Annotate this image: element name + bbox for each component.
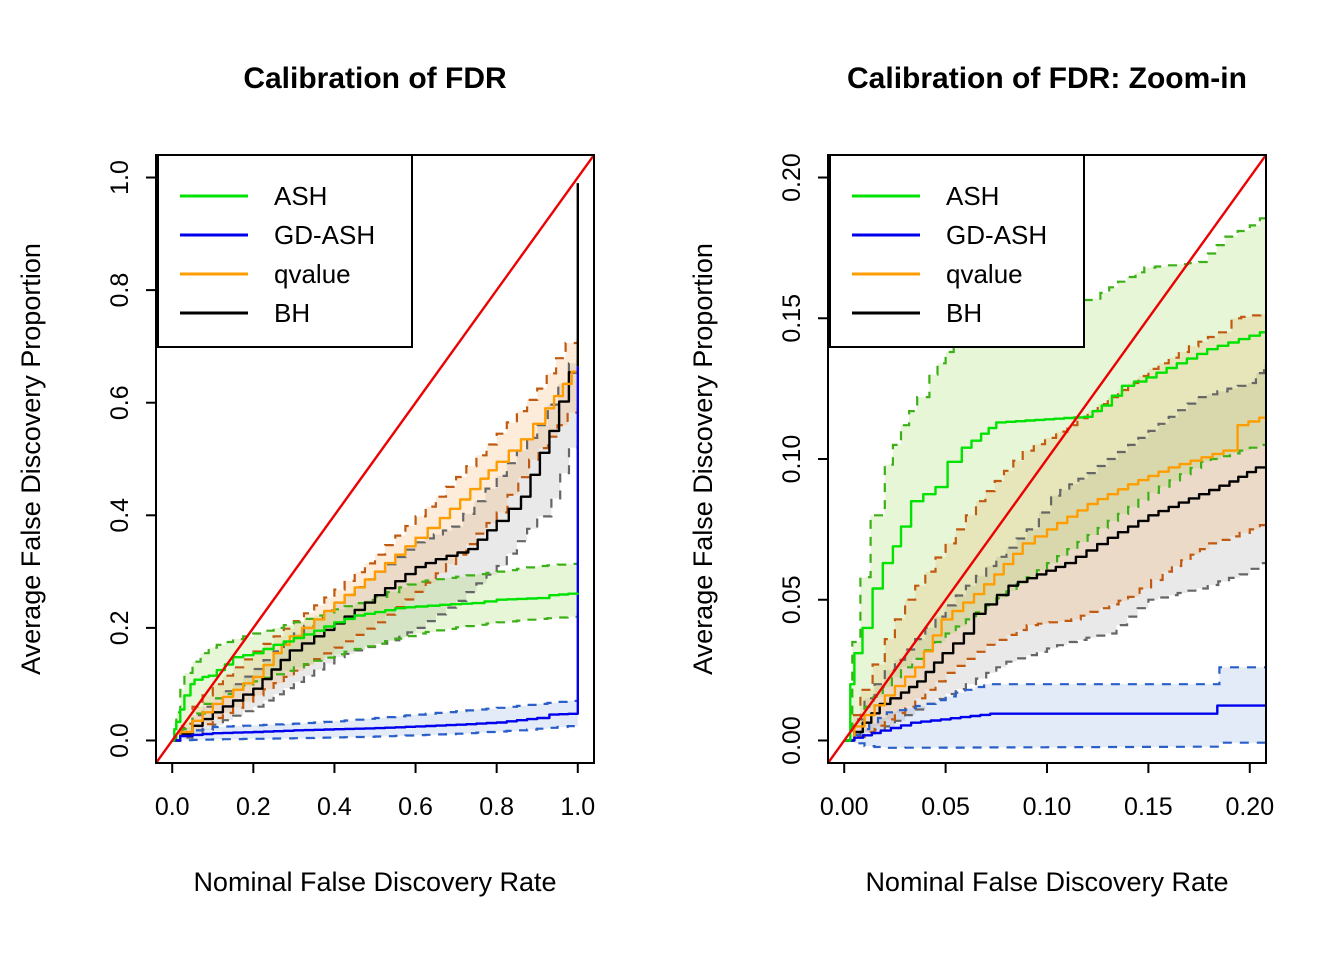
x-axis-title: Nominal False Discovery Rate [193, 867, 556, 897]
bh-upper-ci-line [172, 359, 579, 742]
x-tick-label: 0.4 [317, 793, 352, 821]
x-tick-label: 0.8 [479, 793, 514, 821]
y-tick-label: 0.05 [778, 575, 806, 624]
legend-box [157, 154, 413, 348]
y-tick-label: 0.6 [106, 385, 134, 420]
gdash-lower-ci-line [172, 725, 579, 742]
ash-mean-line [844, 331, 1266, 742]
y-axis-title: Average False Discovery Proportion [16, 243, 46, 675]
qvalue-confidence-band [172, 338, 578, 741]
qvalue-lower-ci-line [844, 524, 1266, 742]
bh-lower-ci-line [844, 562, 1266, 742]
legend-label-gdash: GD-ASH [946, 220, 1047, 250]
legend-label-qvalue: qvalue [274, 259, 351, 289]
ash-confidence-band [844, 218, 1266, 741]
legend-label-gdash: GD-ASH [274, 220, 375, 250]
qvalue-upper-ci-line [844, 312, 1266, 742]
panel-calibration-fdr: 0.0 0.2 0.4 0.6 0.8 1.0 0.0 0.2 0.4 0.6 0.8 1.0 Cali… [16, 62, 595, 897]
ash-mean-line [172, 592, 579, 742]
y-tick-label: 0.00 [778, 716, 806, 765]
gdash-confidence-band [844, 667, 1266, 748]
qvalue-mean-line [172, 366, 579, 742]
chart-calibration-fdr: 0.0 0.2 0.4 0.6 0.8 1.0 0.0 0.2 0.4 0.6 0.8 1.0 Cali… [16, 62, 595, 897]
qvalue-lower-ci-line [172, 399, 579, 742]
gdash-mean-line [172, 366, 579, 742]
gdash-upper-ci-line [172, 699, 579, 742]
diagonal-reference-line [156, 155, 594, 763]
gdash-mean-line [844, 704, 1266, 742]
legend-label-ash: ASH [274, 181, 327, 211]
y-axis-title: Average False Discovery Proportion [688, 243, 718, 675]
legend-label-bh: BH [274, 298, 310, 328]
y-tick-label: 0.15 [778, 294, 806, 343]
diagonal-reference-line [828, 155, 1266, 763]
x-tick-label: 0.20 [1225, 793, 1274, 821]
y-tick-label: 0.8 [106, 273, 134, 308]
x-tick-label: 0.10 [1023, 793, 1072, 821]
x-tick-label: 0.6 [398, 793, 433, 821]
bh-mean-line [172, 183, 579, 742]
legend-label-bh: BH [946, 298, 982, 328]
chart-title: Calibration of FDR: Zoom-in [847, 62, 1247, 95]
x-tick-label: 1.0 [560, 793, 595, 821]
chart-calibration-fdr-zoom: 0.00 0.05 0.10 0.15 0.20 0.00 0.05 0.10 0.15 0.20… [688, 62, 1274, 897]
bh-confidence-band [172, 359, 578, 741]
legend-box [829, 154, 1085, 348]
x-tick-label: 0.0 [155, 793, 190, 821]
panel-calibration-fdr-zoom: 0.00 0.05 0.10 0.15 0.20 0.00 0.05 0.10 0.15 0.20… [672, 0, 1344, 960]
gdash-upper-ci-line [844, 666, 1266, 742]
x-axis-title: Nominal False Discovery Rate [865, 867, 1228, 897]
x-tick-label: 0.05 [921, 793, 970, 821]
chart-title: Calibration of FDR [243, 62, 507, 95]
gdash-lower-ci-line [844, 739, 1266, 749]
x-tick-label: 0.2 [236, 793, 271, 821]
legend-label-qvalue: qvalue [946, 259, 1023, 289]
bh-mean-line [844, 466, 1266, 742]
y-tick-label: 1.0 [106, 160, 134, 195]
y-tick-label: 0.0 [106, 723, 134, 758]
plot-region [828, 155, 1266, 763]
y-tick-label: 0.20 [778, 153, 806, 202]
legend-label-ash: ASH [946, 181, 999, 211]
y-tick-label: 0.10 [778, 435, 806, 484]
ash-confidence-band [172, 563, 578, 741]
bh-lower-ci-line [172, 422, 579, 742]
qvalue-mean-line [844, 416, 1266, 742]
x-tick-label: 0.15 [1124, 793, 1173, 821]
bh-confidence-band [844, 363, 1266, 741]
y-tick-label: 0.2 [106, 611, 134, 646]
x-tick-label: 0.00 [820, 793, 869, 821]
y-tick-label: 0.4 [106, 498, 134, 533]
plot-region [156, 155, 594, 763]
